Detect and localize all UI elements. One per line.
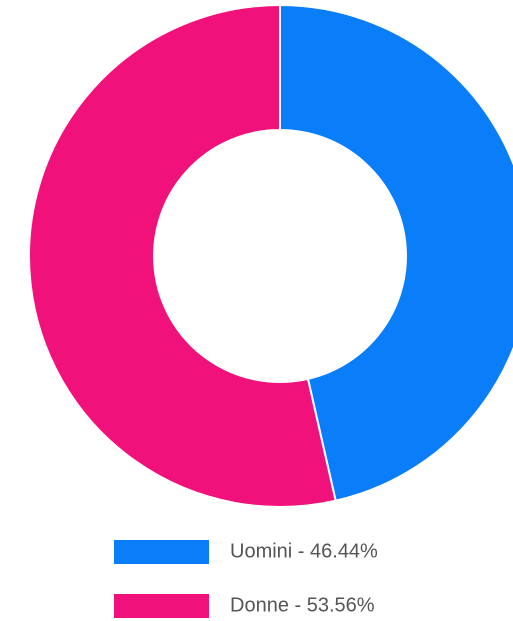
legend-swatch	[112, 538, 211, 566]
legend-label: Donne - 53.56%	[230, 594, 375, 616]
donut-slice	[279, 3, 513, 502]
legend-label: Uomini - 46.44%	[230, 540, 378, 562]
donut-slice	[28, 3, 337, 508]
legend-swatch	[112, 592, 211, 620]
